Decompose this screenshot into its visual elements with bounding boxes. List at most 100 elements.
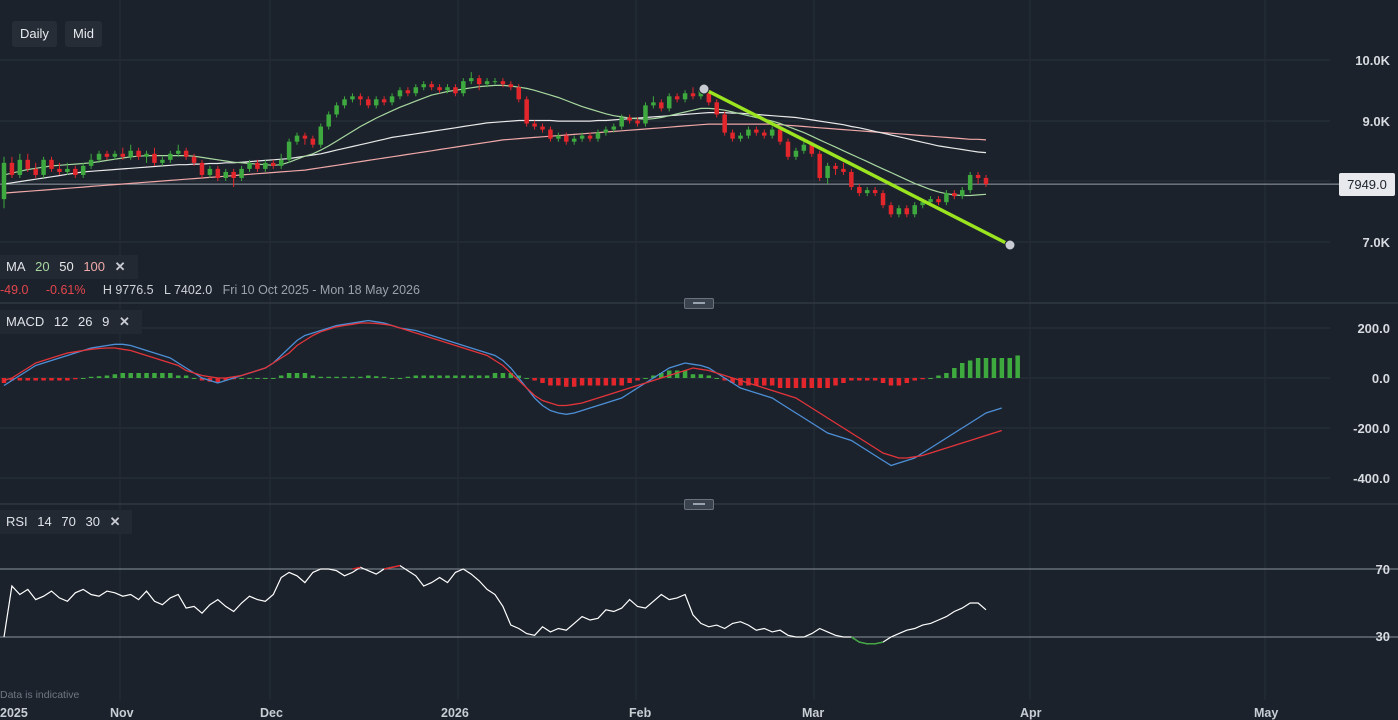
candle-body [659, 102, 664, 109]
macd-histogram-bar [168, 373, 173, 378]
low-value: L 7402.0 [164, 283, 213, 297]
macd-histogram-bar [1015, 355, 1020, 378]
macd-histogram-bar [904, 378, 910, 383]
macd-histogram-bar [659, 373, 664, 378]
candle-body [619, 117, 624, 127]
x-tick-apr: Apr [1020, 706, 1042, 720]
macd-histogram-bar [952, 368, 957, 378]
candle-body [785, 141, 791, 157]
candle-body [516, 87, 522, 100]
x-tick-nov: Nov [110, 706, 134, 720]
macd-histogram-bar [746, 378, 751, 386]
price-type-mid-button[interactable]: Mid [65, 21, 102, 47]
macd-histogram-bar [674, 370, 680, 378]
candle-body [120, 153, 126, 157]
candle-body [500, 81, 506, 85]
candle-body [849, 171, 854, 188]
candle-body [920, 202, 925, 206]
macd-histogram-bar [857, 378, 862, 381]
remove-rsi-close-icon[interactable]: ✕ [109, 514, 121, 529]
candle-body [429, 84, 434, 88]
macd-histogram-bar [627, 378, 632, 383]
candle-body [936, 199, 941, 203]
macd-histogram-bar [698, 374, 704, 378]
remove-macd-close-icon[interactable]: ✕ [118, 314, 130, 329]
macd-histogram-bar [350, 376, 355, 378]
candle-body [342, 99, 347, 106]
candle-body [777, 129, 783, 142]
candle-body [983, 177, 989, 185]
candle-body [263, 162, 268, 169]
rsi-upper: 70 [61, 514, 76, 529]
macd-histogram-bar [318, 376, 324, 378]
candle-body [952, 193, 957, 197]
macd-histogram-bar [682, 370, 688, 378]
candle-body [864, 190, 870, 194]
macd-histogram-bar [991, 358, 997, 378]
candle-body [524, 99, 529, 124]
macd-histogram-bar [25, 378, 31, 381]
macd-histogram-bar [65, 378, 70, 381]
pane-resize-handle-macd[interactable] [684, 298, 714, 309]
x-tick-2025: 2025 [0, 706, 28, 720]
macd-histogram-bar [809, 378, 815, 388]
candle-body [571, 138, 577, 142]
candle-body [556, 135, 561, 139]
macd-histogram-bar [57, 378, 62, 381]
candle-body [405, 90, 411, 94]
candle-body [168, 153, 173, 160]
macd-histogram-bar [358, 376, 363, 378]
macd-histogram-bar [920, 378, 925, 380]
macd-histogram-bar [769, 378, 775, 386]
macd-histogram-bar [944, 373, 949, 378]
candle-body [762, 132, 767, 136]
candle-body [57, 168, 62, 172]
candle-body [896, 208, 902, 215]
macd-histogram-bar [373, 376, 379, 378]
candle-body [674, 96, 680, 100]
macd-tick-0: 0.0 [1371, 371, 1390, 386]
candle-body [682, 93, 688, 100]
macd-histogram-bar [96, 376, 102, 378]
macd-histogram-bar [334, 376, 339, 378]
candle-body [389, 96, 395, 103]
macd-histogram-bar [152, 373, 157, 378]
price-tick-7k: 7.0K [1362, 235, 1390, 250]
macd-histogram-bar [999, 358, 1005, 378]
macd-histogram-bar [239, 378, 244, 379]
interval-daily-button[interactable]: Daily [12, 21, 57, 47]
pane-resize-handle-rsi[interactable] [684, 499, 714, 510]
candle-body [722, 114, 727, 133]
candle-body [857, 187, 862, 194]
remove-ma-close-icon[interactable]: ✕ [114, 259, 126, 274]
rsi-label: RSI [6, 514, 28, 529]
candle-body [294, 135, 300, 142]
high-value: H 9776.5 [102, 283, 154, 297]
candle-body [484, 81, 490, 85]
macd-signal-line [3, 322, 1002, 459]
candle-body [128, 150, 133, 157]
macd-histogram-bar [421, 375, 426, 378]
candle-body [17, 159, 23, 175]
candle-body [65, 168, 70, 172]
trendline-anchor-start [698, 83, 710, 95]
candle-body [33, 168, 38, 175]
candle-body [373, 99, 379, 106]
macd-histogram-bar [603, 378, 609, 386]
candle-body [199, 162, 205, 175]
macd-histogram-bar [936, 375, 941, 378]
candle-body [690, 93, 696, 97]
candle-body [967, 174, 973, 191]
macd-histogram-bar [302, 373, 308, 378]
macd-histogram-bar [967, 360, 973, 378]
candle-body [579, 135, 585, 139]
macd-histogram-bar [476, 375, 482, 378]
macd-histogram-bar [864, 378, 870, 381]
candle-body [587, 135, 593, 139]
macd-histogram-bar [888, 378, 894, 386]
macd-histogram-bar [389, 378, 395, 379]
rsi-oversold-segment [874, 641, 884, 645]
candle-body [239, 168, 244, 178]
candle-body [88, 159, 94, 166]
